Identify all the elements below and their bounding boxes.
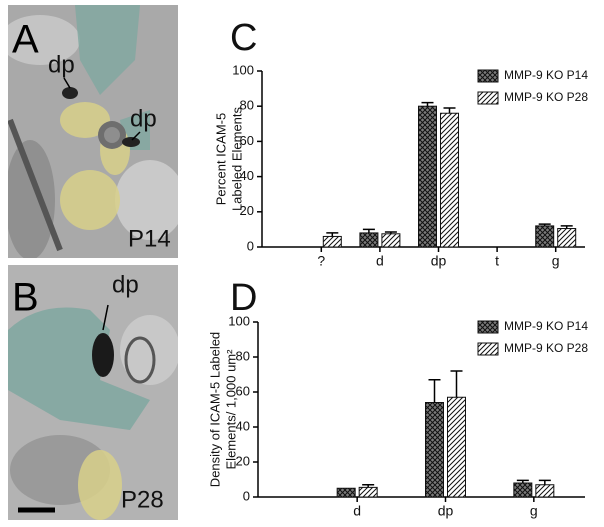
bar xyxy=(513,482,533,498)
bar xyxy=(425,402,444,498)
arrow xyxy=(102,304,109,331)
error-bar xyxy=(443,107,456,114)
panel-letter: A xyxy=(12,18,39,62)
micrograph-b xyxy=(8,265,178,520)
panel-letter: B xyxy=(12,276,39,320)
bar xyxy=(535,225,555,248)
x-tick-label: g xyxy=(530,503,538,519)
image-label: P14 xyxy=(128,225,171,252)
error-bar xyxy=(450,370,463,398)
y-tick-label: 100 xyxy=(228,313,250,328)
bar xyxy=(447,396,466,498)
legend-swatch xyxy=(477,320,499,334)
error-bar xyxy=(384,231,397,234)
image-label: dp xyxy=(130,105,157,132)
y-tick-label: 80 xyxy=(236,348,250,363)
bar xyxy=(535,484,555,498)
bar xyxy=(322,235,342,248)
y-tick-label: 20 xyxy=(240,203,254,218)
error-bar xyxy=(421,101,434,107)
error-bar xyxy=(326,232,339,237)
y-tick-label: 20 xyxy=(236,453,250,468)
y-tick-label: 100 xyxy=(232,62,254,77)
y-tick-label: 60 xyxy=(236,383,250,398)
x-tick-label: d xyxy=(376,253,384,269)
legend-label: MMP-9 KO P14 xyxy=(504,68,588,82)
y-axis-label: Percent ICAM-5 xyxy=(213,113,228,205)
error-bar xyxy=(362,228,375,233)
legend-swatch xyxy=(477,69,499,83)
y-axis-label: Elements/ 1,000 um² xyxy=(223,349,238,470)
y-tick-label: 60 xyxy=(240,133,254,148)
y-axis-label: Density of ICAM-5 Labeled xyxy=(207,332,222,487)
y-tick-label: 40 xyxy=(240,168,254,183)
error-bar xyxy=(538,479,551,485)
bar xyxy=(381,233,401,248)
y-tick-label: 0 xyxy=(243,488,250,503)
bar xyxy=(440,112,459,248)
x-tick-label: t xyxy=(495,253,499,269)
y-tick-label: 0 xyxy=(247,238,254,253)
image-label: dp xyxy=(48,51,75,78)
y-tick-label: 80 xyxy=(240,98,254,113)
legend-label: MMP-9 KO P14 xyxy=(504,319,588,333)
arrow xyxy=(131,131,141,141)
x-tick-label: g xyxy=(552,253,560,269)
x-tick-label: d xyxy=(353,503,361,519)
y-axis-label: Labeled Elements xyxy=(229,106,244,211)
x-tick-label: ? xyxy=(317,253,325,269)
bar xyxy=(359,232,379,248)
bar xyxy=(358,486,378,498)
image-label: P28 xyxy=(121,486,164,513)
panel-letter: C xyxy=(230,17,257,59)
legend-swatch xyxy=(477,91,499,105)
error-bar xyxy=(362,484,375,488)
legend-label: MMP-9 KO P28 xyxy=(504,341,588,355)
error-bar xyxy=(428,379,441,403)
y-tick-label: 40 xyxy=(236,418,250,433)
bar xyxy=(557,228,577,248)
error-bar xyxy=(538,223,551,226)
image-label: dp xyxy=(112,271,139,298)
legend-swatch xyxy=(477,342,499,356)
arrow xyxy=(63,77,71,89)
error-bar xyxy=(516,479,529,483)
legend-label: MMP-9 KO P28 xyxy=(504,90,588,104)
micrograph-a xyxy=(8,5,178,258)
bar xyxy=(418,105,437,248)
bar xyxy=(336,487,356,498)
panel-letter: D xyxy=(230,277,257,319)
x-tick-label: dp xyxy=(438,503,454,519)
x-tick-label: dp xyxy=(431,253,447,269)
error-bar xyxy=(560,225,573,229)
